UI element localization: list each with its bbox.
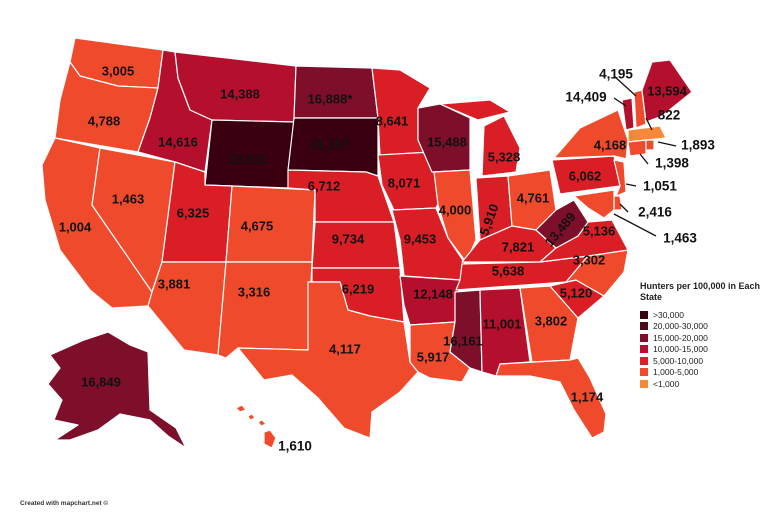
legend-swatch <box>640 345 648 354</box>
label-MN: 8,641 <box>376 113 409 128</box>
label-AR: 12,148 <box>413 286 453 301</box>
legend-item: 1,000-5,000 <box>640 367 775 379</box>
state-NY[interactable] <box>553 109 641 163</box>
label-MA: 822 <box>658 108 681 123</box>
legend-item: 15,000-20,000 <box>640 332 775 344</box>
label-WA: 3,005 <box>102 63 135 78</box>
label-NM: 3,316 <box>238 284 271 299</box>
label-RI: 1,893 <box>681 138 715 153</box>
state-HI[interactable] <box>235 404 277 449</box>
state-CT[interactable] <box>627 139 647 157</box>
label-WI: 15,488 <box>427 134 467 149</box>
state-MD[interactable] <box>573 189 615 219</box>
label-NJ: 1,051 <box>643 179 677 194</box>
state-GA[interactable] <box>519 285 579 363</box>
credit-text: Created with mapchart.net © <box>20 500 109 507</box>
label-AZ: 3,881 <box>158 276 191 291</box>
legend-label: 1,000-5,000 <box>653 367 699 378</box>
label-TN: 5,638 <box>492 263 525 278</box>
label-ND: 16,888* <box>308 91 354 106</box>
legend-label: 20,000-30,000 <box>653 321 708 332</box>
label-GA: 3,802 <box>535 313 568 328</box>
label-MI: 5,328 <box>488 149 521 164</box>
legend-label: 5,000-10,000 <box>653 355 704 366</box>
label-VT: 14,409 <box>565 90 606 105</box>
label-HI: 1,610 <box>278 439 312 454</box>
label-TX: 4,117 <box>329 341 361 356</box>
state-NJ[interactable] <box>613 159 627 197</box>
leader-MD <box>613 213 657 237</box>
legend-label: <1,000 <box>653 378 680 389</box>
leader-DE <box>619 203 629 213</box>
label-KS: 9,734 <box>332 231 365 246</box>
legend-swatch <box>640 379 648 388</box>
label-IL: 4,000 <box>439 202 472 217</box>
leader-NJ <box>625 183 637 187</box>
label-NV: 1,463 <box>112 191 145 206</box>
state-NM[interactable] <box>217 261 313 359</box>
label-WY: 23,911 <box>228 151 267 166</box>
label-ME: 13,594 <box>647 83 688 98</box>
label-NC: 3,302 <box>573 252 606 267</box>
label-KY: 7,821 <box>502 239 535 254</box>
label-CT: 1,398 <box>655 156 689 171</box>
label-MO: 9,453 <box>404 231 437 246</box>
legend-label: 15,000-20,000 <box>653 332 708 343</box>
label-PA: 6,062 <box>569 168 602 183</box>
label-CA: 1,004 <box>59 219 92 234</box>
legend-item: >30,000 <box>640 309 775 321</box>
state-TX[interactable] <box>237 281 419 439</box>
state-VT[interactable] <box>621 97 635 131</box>
leader-MA <box>645 117 653 131</box>
state-DE[interactable] <box>613 195 623 211</box>
legend-label: 10,000-15,000 <box>653 344 708 355</box>
label-MT: 14,388 <box>220 86 260 101</box>
label-OR: 4,788 <box>88 113 121 128</box>
state-WV[interactable] <box>535 199 589 249</box>
label-DE: 2,416 <box>638 205 672 220</box>
label-SD: 31,197 <box>310 136 350 151</box>
legend-item: 20,000-30,000 <box>640 321 775 333</box>
label-SC: 5,120 <box>560 285 593 300</box>
legend-label: >30,000 <box>653 309 684 320</box>
label-VA: 5,136 <box>583 223 616 238</box>
legend-swatch <box>640 310 648 319</box>
legend-swatch <box>640 322 648 331</box>
label-NE: 6,712 <box>308 178 341 193</box>
label-FL: 1,174 <box>571 389 604 404</box>
state-MA[interactable] <box>627 125 667 143</box>
leader-NH <box>613 75 637 97</box>
state-RI[interactable] <box>645 139 655 151</box>
state-FL[interactable] <box>495 357 607 439</box>
label-NY: 4,168 <box>594 137 627 152</box>
state-MI[interactable] <box>439 99 521 177</box>
legend: Hunters per 100,000 in Each State >30,00… <box>640 281 775 390</box>
label-OK: 6,219 <box>342 281 375 296</box>
label-AK: 16,849 <box>81 374 121 389</box>
label-AL: 11,001 <box>482 316 521 331</box>
label-NH: 4,195 <box>599 67 633 82</box>
legend-swatch <box>640 368 648 377</box>
state-ME[interactable] <box>641 59 693 123</box>
legend-item: 10,000-15,000 <box>640 344 775 356</box>
legend-swatch <box>640 356 648 365</box>
label-CO: 4,675 <box>241 218 274 233</box>
label-UT: 6,325 <box>177 205 210 220</box>
leader-CT <box>639 153 649 165</box>
state-AK[interactable] <box>47 331 187 449</box>
legend-item: <1,000 <box>640 378 775 390</box>
leader-RI <box>657 141 677 147</box>
label-IA: 8,071 <box>388 175 421 190</box>
label-MD: 1,463 <box>663 231 697 246</box>
legend-swatch <box>640 333 648 342</box>
label-LA: 5,917 <box>417 349 450 364</box>
label-ID: 14,616 <box>158 134 198 149</box>
legend-title: Hunters per 100,000 in Each State <box>640 281 761 302</box>
legend-item: 5,000-10,000 <box>640 355 775 367</box>
leader-VT <box>613 97 627 107</box>
label-MS: 16,161 <box>443 333 483 348</box>
label-OH: 4,761 <box>517 190 550 205</box>
